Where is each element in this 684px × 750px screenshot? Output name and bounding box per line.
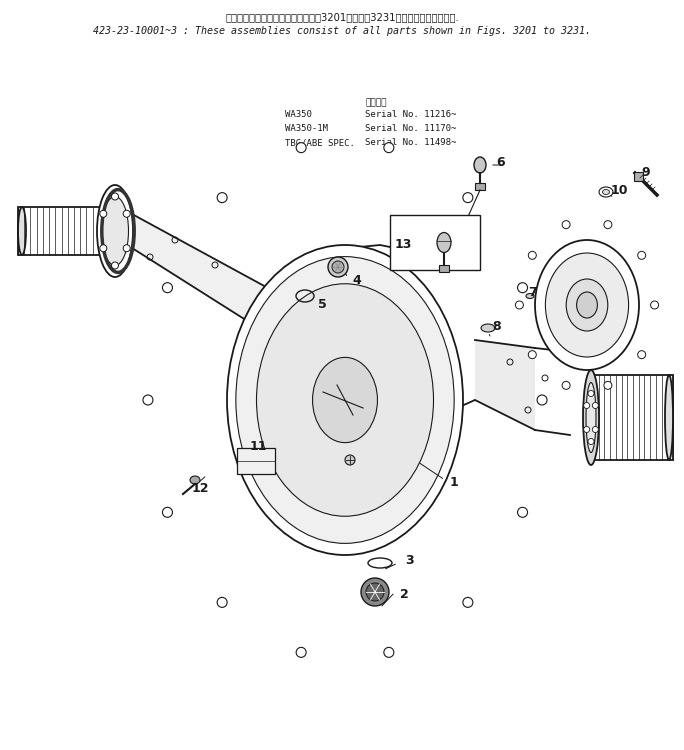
Text: 11: 11 [250,440,267,452]
Bar [390,215,480,270]
Circle shape [528,251,536,260]
Text: これらのアセンブリの構成部品は第3201図から第3231図の部品まで含みます.: これらのアセンブリの構成部品は第3201図から第3231図の部品まで含みます. [225,12,459,22]
Circle shape [384,647,394,657]
Circle shape [361,578,389,606]
Text: 10: 10 [611,184,629,196]
Circle shape [163,507,172,518]
Circle shape [328,257,348,277]
Ellipse shape [227,245,463,555]
Text: WA350-1M: WA350-1M [285,124,328,133]
Circle shape [332,261,344,273]
Text: 9: 9 [641,166,650,179]
Circle shape [592,427,598,433]
Text: 5: 5 [318,298,327,310]
Circle shape [604,220,612,229]
Text: Serial No. 11216~: Serial No. 11216~ [365,110,456,119]
Text: 12: 12 [192,482,209,494]
Circle shape [562,381,570,389]
Ellipse shape [603,190,609,194]
Circle shape [366,583,384,601]
Circle shape [592,403,598,409]
Circle shape [528,351,536,358]
Ellipse shape [18,207,26,255]
Ellipse shape [474,157,486,173]
Ellipse shape [586,382,596,452]
Circle shape [143,395,153,405]
Text: 6: 6 [496,157,505,170]
Polygon shape [475,340,535,430]
Ellipse shape [101,196,129,266]
Circle shape [100,244,107,252]
Bar [237,448,275,474]
Bar [634,172,643,181]
Circle shape [463,193,473,202]
Circle shape [583,427,590,433]
Bar [18,207,105,255]
Circle shape [588,439,594,445]
Ellipse shape [313,358,378,442]
Bar [439,265,449,272]
Text: TBG/ABE SPEC.: TBG/ABE SPEC. [285,138,355,147]
Circle shape [163,283,172,292]
Circle shape [562,220,570,229]
Circle shape [637,351,646,358]
Circle shape [123,244,130,252]
Text: Serial No. 11170~: Serial No. 11170~ [365,124,456,133]
Text: 2: 2 [400,589,409,602]
Circle shape [100,210,107,218]
Circle shape [345,455,355,465]
Text: 7: 7 [528,286,537,298]
Ellipse shape [535,240,639,370]
Circle shape [296,142,306,153]
Ellipse shape [526,293,534,298]
Circle shape [296,647,306,657]
Text: WA350: WA350 [285,110,312,119]
Ellipse shape [437,232,451,253]
Ellipse shape [190,476,200,484]
Circle shape [650,301,659,309]
Bar [593,375,673,460]
Text: 3: 3 [405,554,414,568]
Ellipse shape [256,284,434,516]
Ellipse shape [97,185,133,277]
Circle shape [588,391,594,397]
Circle shape [123,210,130,218]
Ellipse shape [236,256,454,543]
Circle shape [637,251,646,260]
Ellipse shape [665,375,673,460]
Ellipse shape [577,292,597,318]
Ellipse shape [566,279,608,331]
Circle shape [217,598,227,608]
Ellipse shape [545,253,629,357]
Text: 4: 4 [352,274,360,286]
Ellipse shape [583,370,599,465]
Circle shape [583,403,590,409]
Text: Serial No. 11498~: Serial No. 11498~ [365,138,456,147]
Circle shape [537,395,547,405]
Text: 13: 13 [395,238,412,251]
Circle shape [463,598,473,608]
Circle shape [111,262,118,269]
Text: 423-23-10001~3 : These assemblies consist of all parts shown in Figs. 3201 to 32: 423-23-10001~3 : These assemblies consis… [93,26,591,36]
Circle shape [384,142,394,153]
Polygon shape [132,214,290,348]
Text: 適用号等: 適用号等 [365,98,386,107]
Text: 1: 1 [450,476,459,490]
Circle shape [217,193,227,202]
Bar [475,183,485,190]
Ellipse shape [599,187,613,197]
Circle shape [111,193,118,200]
Circle shape [518,283,527,292]
Text: 8: 8 [492,320,501,332]
Circle shape [518,507,527,518]
Circle shape [516,301,523,309]
Circle shape [604,381,612,389]
Ellipse shape [481,324,495,332]
